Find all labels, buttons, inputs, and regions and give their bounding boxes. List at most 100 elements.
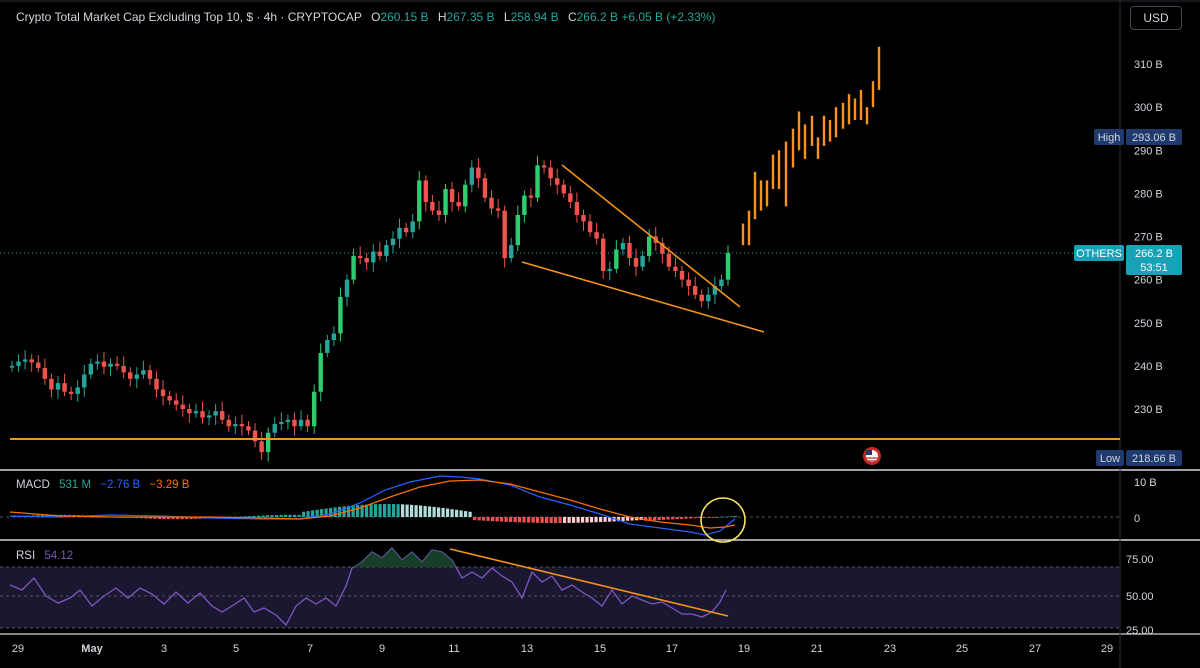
rsi-legend[interactable]: RSI 54.12 <box>16 550 73 562</box>
macd-bar <box>549 517 553 523</box>
macd-bar <box>396 504 400 517</box>
macd-bar <box>680 517 684 519</box>
macd-bar <box>441 507 445 517</box>
candle <box>16 354 21 372</box>
macd-bar <box>662 517 666 520</box>
macd-bar <box>486 517 490 521</box>
candle <box>259 431 264 460</box>
candle <box>311 384 317 435</box>
candle <box>574 192 580 223</box>
macd-bar <box>387 504 391 517</box>
macd-bar <box>338 506 342 517</box>
low-ohlc-label: L <box>503 10 511 24</box>
macd-bar <box>531 517 535 523</box>
candle <box>174 393 179 411</box>
macd-bar <box>644 517 648 521</box>
candle <box>686 272 691 296</box>
candle <box>55 375 61 400</box>
candle <box>134 367 140 389</box>
candle <box>62 373 67 397</box>
candle <box>607 261 612 281</box>
candle <box>535 155 540 202</box>
candle <box>673 257 678 278</box>
macd-bar <box>545 517 549 523</box>
symbol-title: Crypto Total Market Cap Excluding Top 10… <box>16 10 362 24</box>
candle <box>114 356 120 371</box>
low-label: Low <box>1100 453 1120 465</box>
rsi-value: 54.12 <box>44 550 74 562</box>
wedge-lower-line <box>521 261 765 333</box>
candle <box>561 179 566 198</box>
candle <box>443 183 448 223</box>
price-tick-label: 280 B <box>1134 188 1163 200</box>
close-value: 266.2 B <box>576 10 618 24</box>
candle <box>285 414 291 430</box>
macd-bar <box>617 517 621 522</box>
macd-bar <box>518 517 522 523</box>
projection-bar <box>828 120 832 142</box>
candle <box>305 414 310 433</box>
rsi-name: RSI <box>16 550 36 562</box>
candle <box>692 276 698 300</box>
macd-bar <box>540 517 544 523</box>
macd-bar <box>185 517 189 520</box>
macd-bar <box>162 517 166 520</box>
candle <box>522 190 527 223</box>
candle <box>108 358 113 377</box>
rsi-trendline <box>449 548 729 617</box>
macd-bar <box>599 517 603 523</box>
macd-bar <box>698 517 702 518</box>
macd-bar <box>180 517 184 520</box>
macd-hist-value: 531 M <box>59 479 92 491</box>
macd-bar <box>297 514 301 517</box>
candle <box>141 360 146 379</box>
high-label: High <box>1098 132 1121 144</box>
macd-bar <box>315 509 319 517</box>
projection-bar <box>834 107 838 138</box>
macd-bar <box>356 505 360 517</box>
macd-bar <box>437 507 441 517</box>
macd-bar <box>351 505 355 517</box>
candle <box>9 360 15 372</box>
candle <box>410 214 415 239</box>
projection-bar <box>741 223 745 246</box>
macd-bar <box>594 517 598 523</box>
candle <box>180 395 185 417</box>
candle <box>42 358 48 385</box>
projection-bar <box>822 115 826 146</box>
macd-line <box>9 475 736 536</box>
candle <box>423 175 429 212</box>
macd-bar <box>279 514 283 517</box>
high-ohlc-value: 267.35 B <box>446 10 495 24</box>
candle <box>371 244 376 272</box>
candle <box>331 326 337 347</box>
macd-bar <box>405 504 409 517</box>
candle <box>719 274 724 291</box>
macd-bar <box>450 509 454 517</box>
macd-bar <box>482 517 486 521</box>
us-flag-event-icon[interactable] <box>863 447 881 465</box>
candle <box>568 186 573 209</box>
candle <box>364 252 369 271</box>
currency-button[interactable]: USD <box>1130 6 1182 30</box>
macd-bar <box>414 505 418 517</box>
macd-bar <box>657 517 661 521</box>
price-tick-label: 270 B <box>1134 232 1163 244</box>
macd-bar <box>176 517 180 520</box>
macd-bar <box>477 517 481 521</box>
candle <box>640 250 645 271</box>
time-tick-label: 13 <box>521 643 533 655</box>
open-label: O <box>371 10 381 24</box>
macd-bar <box>455 509 459 517</box>
macd-bar <box>648 517 652 521</box>
candle <box>482 173 488 202</box>
candle <box>272 416 277 438</box>
projection-bar <box>777 150 781 190</box>
time-tick-label: May <box>81 643 103 655</box>
macd-legend[interactable]: MACD 531 M −2.76 B −3.29 B <box>16 479 189 491</box>
rsi-band <box>0 567 1120 628</box>
price-tick-label: 240 B <box>1134 361 1163 373</box>
candle <box>351 248 356 284</box>
chart-header: Crypto Total Market Cap Excluding Top 10… <box>16 10 715 24</box>
macd-bar <box>711 517 715 518</box>
